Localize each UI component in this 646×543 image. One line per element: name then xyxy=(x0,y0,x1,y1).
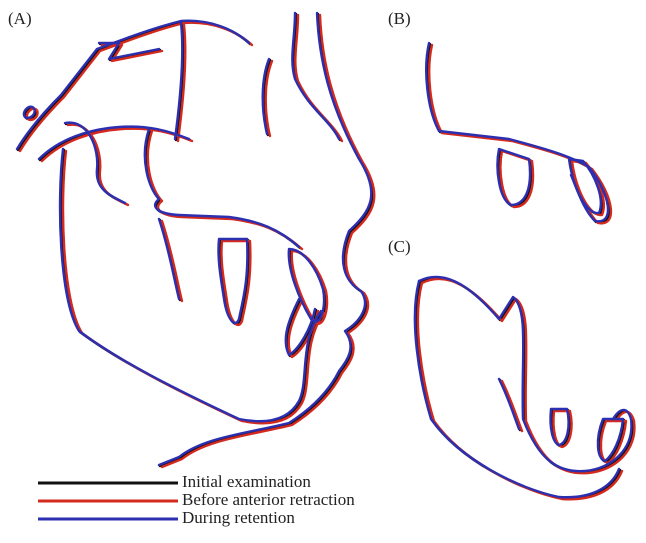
tracing xyxy=(502,381,522,431)
tracing xyxy=(63,151,324,423)
legend-label: Before anterior retraction xyxy=(182,490,355,509)
tracing xyxy=(415,281,619,497)
tracing xyxy=(159,219,179,299)
tracing-set xyxy=(18,14,632,498)
tracing xyxy=(61,150,322,422)
figure: (A) (B) (C) Initial examinationBefore an… xyxy=(0,0,646,543)
tracing xyxy=(499,379,519,429)
tracing-set xyxy=(20,15,634,499)
tracing xyxy=(65,123,125,203)
page: (A) (B) (C) Initial examinationBefore an… xyxy=(0,0,646,543)
tracing xyxy=(292,13,339,139)
tracings xyxy=(17,13,634,499)
legend-label: During retention xyxy=(182,508,295,527)
tracing xyxy=(18,22,250,150)
tracing xyxy=(418,283,622,499)
tracing xyxy=(416,282,620,498)
tracing xyxy=(145,129,299,247)
tracing xyxy=(20,23,252,151)
tracing xyxy=(498,149,531,205)
panel-label: (B) xyxy=(388,9,411,28)
tracing xyxy=(293,14,340,140)
legend-label: Initial examination xyxy=(182,472,311,491)
panel-label: (A) xyxy=(8,9,32,28)
tracing xyxy=(162,15,374,467)
tracing xyxy=(60,149,321,421)
panel-label: (C) xyxy=(388,237,411,256)
tracing xyxy=(162,221,182,301)
tracing-set xyxy=(17,13,631,497)
